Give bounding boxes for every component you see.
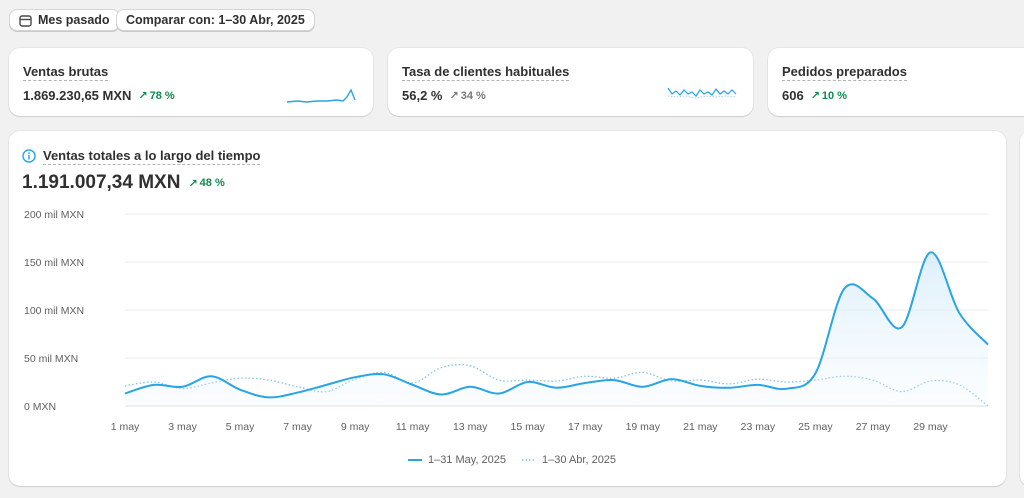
arrow-up-right-icon: ↗ [138, 90, 148, 102]
chart-total-row: 1.191.007,34 MXN ↗ 48 % [22, 172, 225, 194]
kpi-card-gross-sales[interactable]: Ventas brutas 1.869.230,65 MXN ↗ 78 % [9, 48, 373, 116]
legend-solid-line-icon [407, 459, 422, 461]
kpi-title: Pedidos preparados [782, 64, 907, 81]
x-tick-label: 7 may [283, 421, 312, 433]
y-tick-label: 200 mil MXN [24, 209, 84, 221]
arrow-up-right-icon: ↗ [810, 90, 820, 102]
kpi-value-row: 606 ↗ 10 % [782, 88, 847, 103]
sparkline [667, 87, 737, 99]
kpi-value-row: 56,2 % ↗ 34 % [402, 88, 486, 103]
x-tick-label: 5 may [226, 421, 255, 433]
x-tick-label: 25 may [798, 421, 833, 433]
kpi-delta: ↗ 78 % [138, 89, 175, 103]
date-range-label: Mes pasado [38, 13, 110, 27]
x-tick-label: 11 may [396, 421, 430, 433]
x-tick-label: 19 may [626, 421, 661, 433]
x-tick-label: 21 may [683, 421, 718, 433]
x-tick-label: 29 may [913, 421, 948, 433]
x-tick-label: 15 may [511, 421, 546, 433]
legend-label: 1–30 Abr, 2025 [542, 454, 617, 466]
arrow-up-right-icon: ↗ [188, 177, 198, 190]
sparkline [286, 88, 356, 103]
x-tick-label: 17 may [568, 421, 603, 433]
y-tick-label: 100 mil MXN [24, 305, 84, 317]
x-tick-label: 3 may [168, 421, 197, 433]
arrow-up-right-icon: ↗ [449, 90, 459, 102]
chart-legend: 1–31 May, 2025 1–30 Abr, 2025 [0, 454, 1024, 466]
legend-dotted-line-icon [522, 459, 537, 461]
chart-delta: ↗ 48 % [188, 177, 224, 190]
chart-title[interactable]: Ventas totales a lo largo del tiempo [43, 148, 261, 165]
x-tick-label: 23 may [741, 421, 776, 433]
series-area-current [125, 252, 988, 406]
x-tick-label: 1 may [111, 421, 140, 433]
kpi-delta: ↗ 34 % [449, 89, 486, 103]
info-icon[interactable] [22, 149, 36, 163]
y-tick-label: 0 MXN [24, 401, 56, 413]
legend-item-previous[interactable]: 1–30 Abr, 2025 [522, 454, 616, 466]
legend-item-current[interactable]: 1–31 May, 2025 [407, 454, 507, 466]
legend-label: 1–31 May, 2025 [427, 454, 507, 466]
y-tick-label: 150 mil MXN [24, 257, 84, 269]
kpi-title: Tasa de clientes habituales [402, 64, 570, 81]
kpi-card-fulfilled-orders[interactable]: Pedidos preparados 606 ↗ 10 % [768, 48, 1024, 116]
chart-total-value: 1.191.007,34 MXN [22, 172, 181, 193]
compare-button[interactable]: Comparar con: 1–30 Abr, 2025 [116, 9, 315, 31]
kpi-delta-value: 34 % [460, 89, 486, 102]
compare-label: Comparar con: 1–30 Abr, 2025 [126, 13, 305, 27]
calendar-icon [19, 14, 32, 27]
chart-delta-value: 48 % [199, 177, 225, 189]
kpi-delta: ↗ 10 % [810, 89, 847, 103]
kpi-delta-value: 10 % [821, 89, 847, 102]
x-tick-label: 13 may [453, 421, 488, 433]
kpi-delta-value: 78 % [149, 89, 175, 102]
kpi-value-row: 1.869.230,65 MXN ↗ 78 % [23, 88, 175, 103]
kpi-value: 606 [782, 88, 804, 103]
series-line-current [124, 251, 989, 399]
kpi-value: 1.869.230,65 MXN [23, 88, 132, 103]
kpi-title: Ventas brutas [23, 64, 109, 81]
side-card-edge [1020, 131, 1024, 486]
x-tick-label: 27 may [856, 421, 891, 433]
y-tick-label: 50 mil MXN [24, 353, 78, 365]
x-tick-label: 9 may [341, 421, 370, 433]
date-range-button[interactable]: Mes pasado [9, 9, 120, 31]
kpi-value: 56,2 % [402, 88, 443, 103]
kpi-card-returning-customers[interactable]: Tasa de clientes habituales 56,2 % ↗ 34 % [388, 48, 753, 116]
